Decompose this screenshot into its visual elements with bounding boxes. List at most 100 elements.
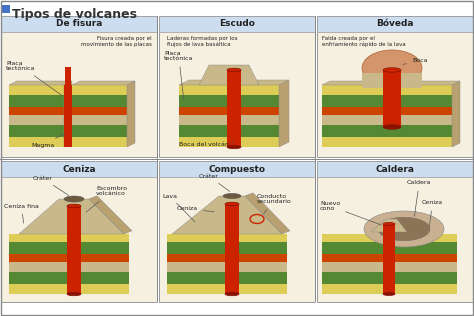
Bar [179, 95, 279, 107]
Text: Escudo: Escudo [219, 20, 255, 28]
Text: Escombro
volcánico: Escombro volcánico [86, 185, 127, 212]
Bar [1, 161, 157, 302]
Polygon shape [371, 219, 407, 232]
Bar [322, 137, 452, 147]
Polygon shape [179, 80, 289, 85]
Bar [1, 16, 157, 157]
Bar [72, 125, 127, 137]
Polygon shape [19, 199, 124, 234]
Text: Cráter: Cráter [33, 176, 69, 196]
Bar [167, 254, 287, 262]
Bar [9, 137, 64, 147]
Polygon shape [64, 81, 72, 147]
Text: Placa
tectónica: Placa tectónica [164, 51, 193, 99]
Ellipse shape [223, 193, 241, 198]
Ellipse shape [227, 68, 241, 72]
Bar [322, 234, 457, 242]
Bar [317, 16, 473, 157]
Ellipse shape [364, 211, 444, 247]
Ellipse shape [383, 125, 401, 129]
Text: Ceniza: Ceniza [62, 165, 96, 173]
Bar [167, 242, 287, 254]
Bar [167, 234, 287, 242]
Bar [9, 262, 129, 272]
Bar [322, 125, 452, 137]
Bar [322, 254, 457, 262]
Polygon shape [279, 80, 289, 147]
Polygon shape [452, 81, 460, 147]
Bar [317, 16, 473, 32]
Bar [65, 67, 71, 85]
Text: Conducto
secundario: Conducto secundario [257, 194, 292, 214]
Ellipse shape [64, 196, 84, 202]
Bar [317, 161, 473, 177]
Polygon shape [322, 81, 460, 85]
Text: Ceniza: Ceniza [422, 200, 443, 226]
Text: Falda creada por el
enfriamiento rápido de la lava: Falda creada por el enfriamiento rápido … [322, 36, 406, 47]
Bar [159, 161, 315, 177]
Polygon shape [172, 196, 282, 234]
Bar [2, 5, 10, 13]
Bar [9, 284, 129, 294]
Text: Compuesto: Compuesto [209, 165, 265, 173]
Bar [64, 85, 72, 147]
Bar [9, 234, 129, 242]
Bar [179, 85, 279, 95]
Polygon shape [72, 81, 135, 85]
Bar [179, 137, 279, 147]
Bar [322, 284, 457, 294]
Text: Fisura creada por el
movimiento de las placas: Fisura creada por el movimiento de las p… [81, 36, 152, 47]
Bar [9, 85, 64, 95]
Bar [362, 73, 422, 88]
Bar [317, 161, 473, 302]
Bar [322, 262, 457, 272]
Bar [159, 16, 315, 157]
Polygon shape [89, 196, 132, 234]
Bar [9, 107, 64, 115]
Bar [167, 262, 287, 272]
Bar [72, 137, 127, 147]
Text: Placa
tectónica: Placa tectónica [6, 61, 62, 95]
Polygon shape [199, 65, 259, 85]
Bar [72, 115, 127, 125]
Ellipse shape [383, 293, 395, 295]
Text: Laderas formadas por los
flujos de lava basáltica: Laderas formadas por los flujos de lava … [167, 36, 237, 47]
Bar [72, 95, 127, 107]
Ellipse shape [227, 145, 241, 149]
Bar [72, 85, 127, 95]
Text: Bóveda: Bóveda [376, 20, 414, 28]
Bar [383, 224, 395, 294]
Bar [72, 107, 127, 115]
Text: Boca del volcán: Boca del volcán [179, 142, 234, 148]
Bar [9, 242, 129, 254]
Bar [322, 272, 457, 284]
Bar [227, 70, 241, 147]
Bar [225, 204, 239, 294]
Polygon shape [127, 81, 135, 147]
Text: Caldera: Caldera [407, 180, 431, 216]
Bar [167, 272, 287, 284]
Text: Ceniza fina: Ceniza fina [4, 204, 39, 223]
Bar [179, 115, 279, 125]
Ellipse shape [383, 68, 401, 72]
Ellipse shape [225, 292, 239, 296]
Bar [9, 272, 129, 284]
Bar [167, 284, 287, 294]
Ellipse shape [225, 202, 239, 206]
Text: Nuevo
cono: Nuevo cono [320, 201, 382, 225]
Ellipse shape [362, 50, 422, 86]
Ellipse shape [67, 204, 81, 208]
Bar [1, 161, 157, 177]
Bar [159, 16, 315, 32]
Bar [9, 125, 64, 137]
Bar [9, 254, 129, 262]
Bar [322, 115, 452, 125]
Bar [179, 125, 279, 137]
Text: Lava: Lava [162, 193, 195, 222]
Polygon shape [245, 193, 290, 234]
Bar [322, 107, 452, 115]
Bar [322, 242, 457, 254]
Bar [322, 95, 452, 107]
Text: Ceniza: Ceniza [177, 206, 214, 212]
Text: Boca: Boca [403, 58, 428, 64]
